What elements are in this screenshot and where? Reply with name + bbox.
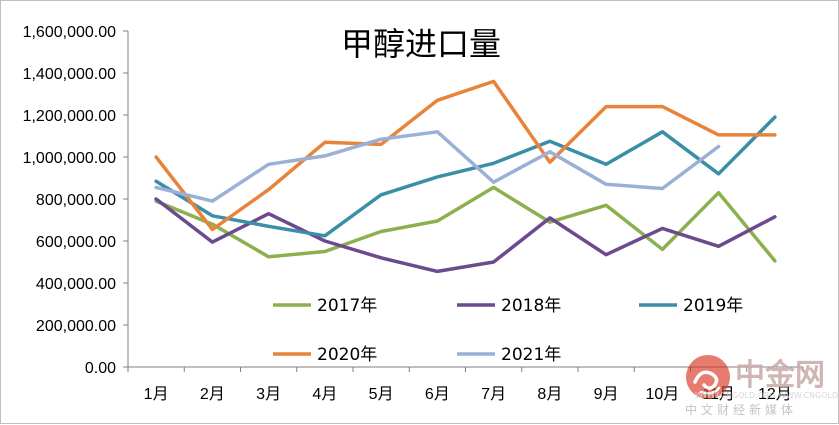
watermark-name: 中金网 (735, 358, 825, 393)
y-tick-labels: 0.00 200,000.00 400,000.00 600,000.00 800,00… (23, 24, 128, 377)
y-tick-label: 1,000,000.00 (23, 150, 117, 167)
x-tick-label: 9月 (594, 386, 619, 403)
x-tick-label: 7月 (481, 386, 506, 403)
watermark-logo: 中金网 WWW.CNGOLD.ORG WWW.CNGOLD.COM.CN 中文财… (685, 355, 839, 417)
legend-label: 2019年 (683, 296, 743, 316)
legend-label: 2018年 (501, 296, 561, 316)
y-tick-label: 400,000.00 (36, 276, 116, 293)
y-tick-label: 200,000.00 (36, 318, 116, 335)
x-tick-label: 3月 (256, 386, 281, 403)
series-lines (154, 79, 777, 274)
legend: 2017年 2018年 2019年 2020年 2021年 (273, 296, 743, 365)
legend-label: 2017年 (317, 296, 377, 316)
series-line-2021年 (154, 130, 721, 203)
y-tick-label: 1,600,000.00 (23, 24, 117, 41)
chart-title: 甲醇进口量 (341, 25, 501, 63)
x-tick-label: 12月 (758, 386, 792, 403)
y-tick-label: 1,200,000.00 (23, 108, 117, 125)
watermark-url: WWW.CNGOLD.ORG WWW.CNGOLD.COM.CN (695, 391, 839, 400)
series-line-2019年 (154, 115, 777, 238)
x-tick-label: 2月 (200, 386, 225, 403)
x-tick-label: 10月 (645, 386, 679, 403)
series-line-2018年 (154, 197, 777, 274)
x-tick-label: 6月 (425, 386, 450, 403)
y-tick-label: 1,400,000.00 (23, 66, 117, 83)
series-line-2020年 (154, 79, 777, 232)
x-tick-label: 4月 (312, 386, 337, 403)
y-tick-label: 600,000.00 (36, 234, 116, 251)
legend-label: 2021年 (501, 345, 561, 365)
y-tick-label: 0.00 (85, 360, 116, 377)
legend-label: 2020年 (317, 345, 377, 365)
cloud-swirl-icon (686, 355, 730, 399)
x-tick-label: 5月 (369, 386, 394, 403)
x-tick-label: 1月 (144, 386, 169, 403)
x-tick-label: 8月 (537, 386, 562, 403)
series-line-2017年 (154, 185, 777, 263)
y-tick-label: 800,000.00 (36, 192, 116, 209)
watermark-tagline: 中文财经新媒体 (685, 402, 797, 417)
